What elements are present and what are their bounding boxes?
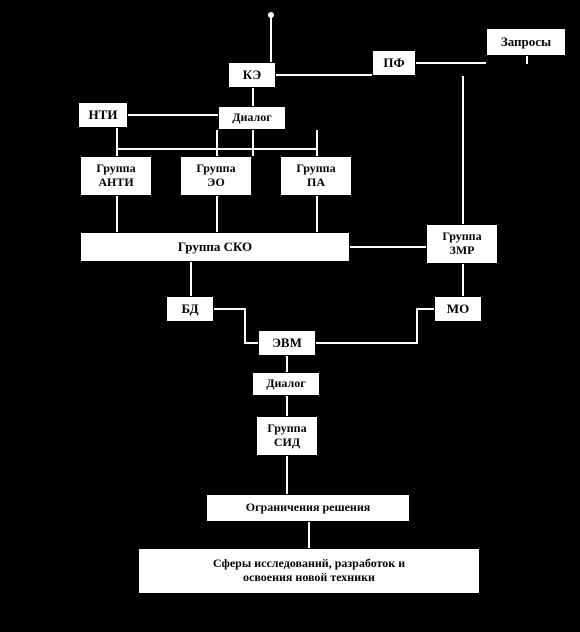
node-limits: Ограничения решения xyxy=(206,494,410,522)
edge-23 xyxy=(244,342,258,344)
node-g-sid: Группа СИД xyxy=(256,416,318,456)
node-dialog2: Диалог xyxy=(252,372,320,396)
label: ЭВМ xyxy=(272,336,302,351)
edge-24 xyxy=(316,342,416,344)
node-g-zmr: Группа ЗМР xyxy=(426,224,498,264)
edge-1 xyxy=(252,88,254,106)
label: Группа СИД xyxy=(267,422,306,450)
edge-9 xyxy=(128,114,218,116)
edge-27 xyxy=(286,356,288,372)
edge-20 xyxy=(462,264,464,296)
node-mo: МО xyxy=(434,296,482,322)
node-dialog1: Диалог xyxy=(218,106,286,130)
label: Ограничения решения xyxy=(246,501,370,515)
node-nti: НТИ xyxy=(78,102,128,128)
edge-18 xyxy=(350,246,426,248)
edge-12 xyxy=(216,196,218,232)
edge-17 xyxy=(190,262,192,296)
edge-16 xyxy=(116,148,318,150)
edge-15 xyxy=(316,130,318,156)
node-spheres: Сферы исследований, разработок и освоени… xyxy=(138,548,480,594)
node-bd: БД xyxy=(166,296,214,322)
label: Группа ЭО xyxy=(196,162,235,190)
node-pf: ПФ xyxy=(372,50,416,76)
label: ПФ xyxy=(383,56,404,71)
edge-21 xyxy=(214,308,244,310)
label: Сферы исследований, разработок и освоени… xyxy=(213,557,405,585)
label: Диалог xyxy=(266,377,305,391)
label: Группа ЗМР xyxy=(442,230,481,258)
edge-8 xyxy=(526,56,528,64)
edge-5 xyxy=(276,74,372,76)
edge-19 xyxy=(462,76,464,224)
edge-25 xyxy=(416,308,418,344)
node-evm: ЭВМ xyxy=(258,330,316,356)
edge-2 xyxy=(252,130,254,156)
label: Группа ПА xyxy=(296,162,335,190)
label: БД xyxy=(181,302,198,317)
node-ke: КЭ xyxy=(228,62,276,88)
node-g-eo: Группа ЭО xyxy=(180,156,252,196)
edge-7 xyxy=(416,62,486,64)
label: Запросы xyxy=(501,35,551,50)
edge-22 xyxy=(244,308,246,342)
node-g-pa: Группа ПА xyxy=(280,156,352,196)
edge-14 xyxy=(216,130,218,156)
edge-31 xyxy=(286,456,288,494)
edge-28 xyxy=(286,396,288,416)
edge-13 xyxy=(316,196,318,232)
label: Группа АНТИ xyxy=(96,162,135,190)
edge-32 xyxy=(308,522,310,548)
edge-10 xyxy=(116,128,118,156)
label: Группа СКО xyxy=(178,240,252,255)
node-g-anti: Группа АНТИ xyxy=(80,156,152,196)
edge-26 xyxy=(416,308,434,310)
label: Диалог xyxy=(232,111,271,125)
edge-11 xyxy=(116,196,118,232)
label: НТИ xyxy=(89,108,118,123)
label: КЭ xyxy=(243,68,261,83)
label: МО xyxy=(447,302,469,317)
node-g-sko: Группа СКО xyxy=(80,232,350,262)
node-zaprosy: Запросы xyxy=(486,28,566,56)
edge-0 xyxy=(270,14,272,62)
